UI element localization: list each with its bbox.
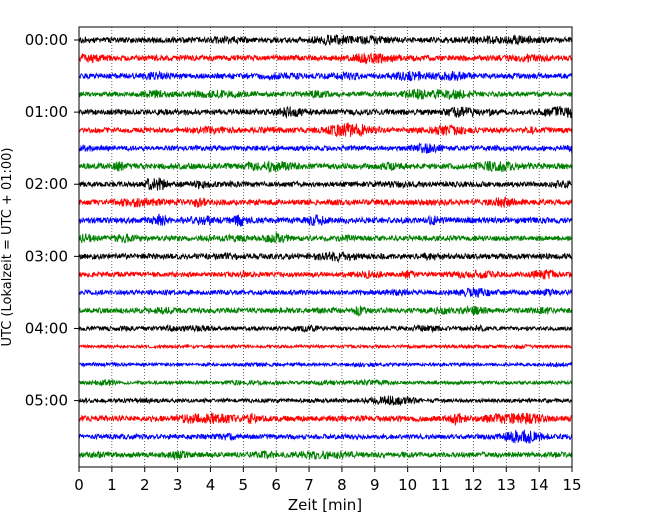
trace-row (78, 142, 573, 154)
trace-row (78, 429, 573, 444)
trace-row (78, 160, 573, 174)
y-tick-label: 02:00 (25, 175, 68, 193)
y-tick-label: 04:00 (25, 319, 68, 337)
traces (78, 33, 573, 461)
trace-row (78, 70, 573, 82)
y-axis: 00:00 01:00 02:00 03:00 04:00 05:00 (25, 31, 79, 410)
trace-row (78, 52, 573, 65)
x-tick-label: 4 (206, 476, 216, 494)
trace-row (78, 88, 573, 101)
x-tick-label: 2 (140, 476, 150, 494)
y-axis-label: UTC (Lokalzeit = UTC + 01:00) (0, 148, 15, 347)
trace-row (78, 378, 573, 387)
trace-row (78, 449, 573, 461)
plot-background (79, 27, 572, 467)
trace-row (78, 33, 573, 46)
trace-row (78, 213, 573, 227)
x-tick-label: 5 (239, 476, 249, 494)
trace-row (78, 122, 573, 138)
trace-row (78, 232, 573, 244)
trace-row (78, 343, 573, 350)
trace-row (78, 196, 573, 208)
x-tick-label: 8 (337, 476, 347, 494)
trace-row (78, 323, 573, 334)
x-axis: 0 1 2 3 4 5 6 7 8 9 10 11 12 13 14 15 (74, 467, 582, 494)
trace-row (78, 105, 573, 119)
trace-row (78, 287, 573, 298)
x-axis-label: Zeit [min] (288, 496, 362, 514)
x-tick-label: 11 (431, 476, 450, 494)
x-tick-label: 0 (74, 476, 84, 494)
x-tick-label: 14 (530, 476, 549, 494)
x-tick-label: 6 (271, 476, 281, 494)
trace-row (78, 268, 573, 280)
x-tick-label: 13 (497, 476, 516, 494)
x-grid (111, 27, 540, 467)
x-tick-label: 7 (304, 476, 314, 494)
trace-row (78, 361, 573, 369)
x-tick-label: 1 (107, 476, 117, 494)
x-tick-label: 9 (370, 476, 380, 494)
trace-row (78, 411, 573, 427)
trace-row (78, 251, 573, 264)
trace-row (78, 304, 573, 318)
trace-row (78, 177, 573, 191)
trace-row (78, 395, 573, 407)
y-tick-label: 05:00 (25, 392, 68, 410)
x-tick-label: 3 (173, 476, 183, 494)
y-tick-label: 00:00 (25, 31, 68, 49)
x-tick-label: 15 (562, 476, 581, 494)
plot-frame (78, 26, 573, 468)
y-tick-label: 03:00 (25, 247, 68, 265)
x-tick-label: 10 (398, 476, 417, 494)
x-tick-label: 12 (464, 476, 483, 494)
y-tick-label: 01:00 (25, 103, 68, 121)
